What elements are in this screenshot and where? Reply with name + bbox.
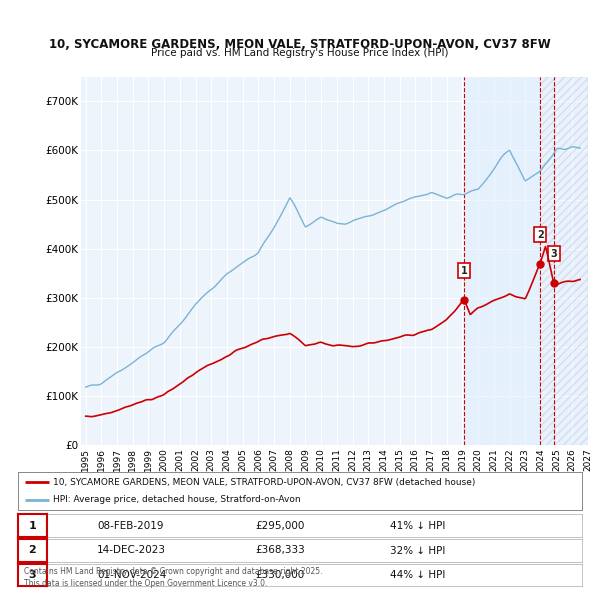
Text: 10, SYCAMORE GARDENS, MEON VALE, STRATFORD-UPON-AVON, CV37 8FW: 10, SYCAMORE GARDENS, MEON VALE, STRATFO… bbox=[49, 38, 551, 51]
Text: 08-FEB-2019: 08-FEB-2019 bbox=[97, 521, 163, 530]
Text: 3: 3 bbox=[29, 571, 36, 580]
Text: 32% ↓ HPI: 32% ↓ HPI bbox=[390, 546, 446, 555]
Text: 41% ↓ HPI: 41% ↓ HPI bbox=[390, 521, 446, 530]
Text: 14-DEC-2023: 14-DEC-2023 bbox=[97, 546, 166, 555]
Text: 2: 2 bbox=[537, 230, 544, 240]
Text: £368,333: £368,333 bbox=[255, 546, 305, 555]
Text: Contains HM Land Registry data © Crown copyright and database right 2025.
This d: Contains HM Land Registry data © Crown c… bbox=[24, 568, 323, 588]
Text: 01-NOV-2024: 01-NOV-2024 bbox=[97, 571, 166, 580]
Bar bbox=[464, 77, 540, 445]
Text: £295,000: £295,000 bbox=[255, 521, 304, 530]
Text: 1: 1 bbox=[461, 266, 467, 276]
Bar bbox=[540, 77, 588, 445]
Text: HPI: Average price, detached house, Stratford-on-Avon: HPI: Average price, detached house, Stra… bbox=[53, 496, 301, 504]
Text: 44% ↓ HPI: 44% ↓ HPI bbox=[390, 571, 446, 580]
Text: Price paid vs. HM Land Registry's House Price Index (HPI): Price paid vs. HM Land Registry's House … bbox=[151, 48, 449, 58]
Text: 10, SYCAMORE GARDENS, MEON VALE, STRATFORD-UPON-AVON, CV37 8FW (detached house): 10, SYCAMORE GARDENS, MEON VALE, STRATFO… bbox=[53, 478, 475, 487]
Text: 3: 3 bbox=[551, 248, 557, 258]
Text: 2: 2 bbox=[29, 546, 36, 555]
Text: £330,000: £330,000 bbox=[255, 571, 304, 580]
Text: 1: 1 bbox=[29, 521, 36, 530]
